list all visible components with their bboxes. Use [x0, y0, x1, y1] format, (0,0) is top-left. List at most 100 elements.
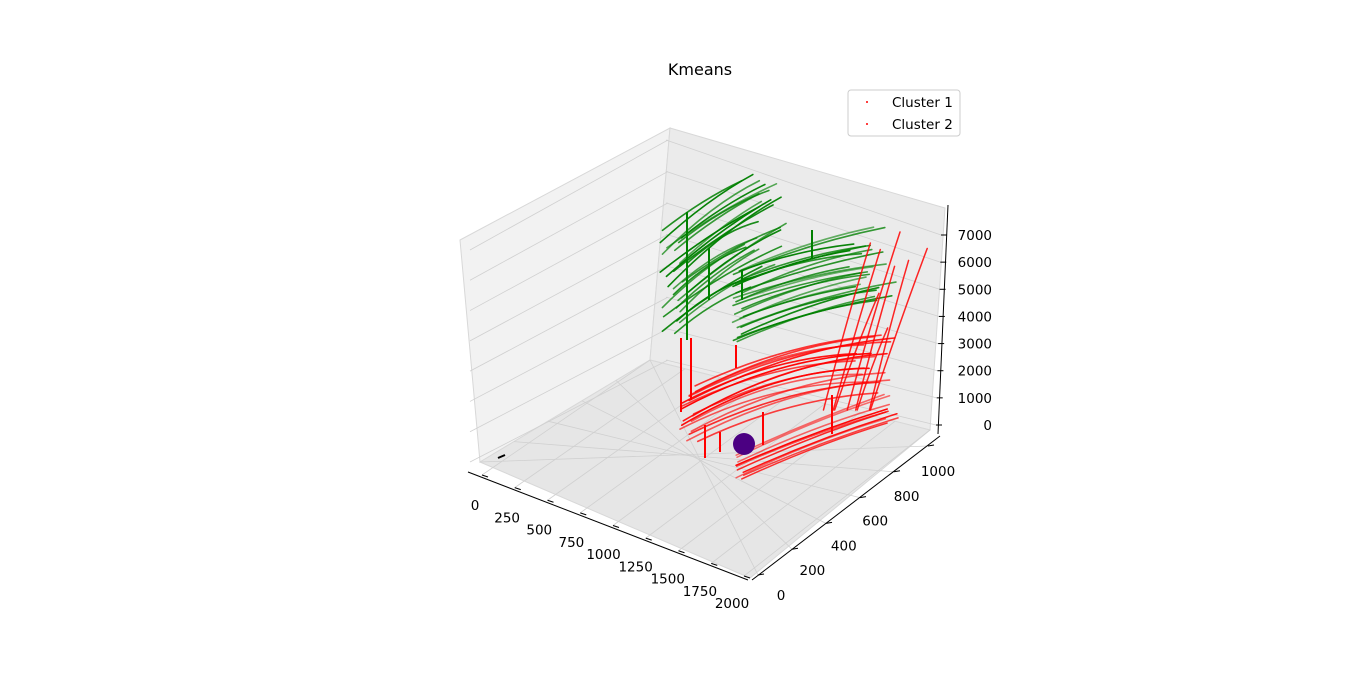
z-grid-line: [469, 328, 669, 433]
x-tick-label: 1750: [683, 584, 717, 600]
cluster-1-track: [694, 335, 875, 393]
z-tick-label: 0: [983, 418, 992, 434]
y-tick-label: 600: [862, 514, 888, 530]
legend-label-cluster-1: Cluster 1: [892, 95, 953, 111]
cluster-2-track: [675, 249, 755, 309]
cluster-1-track: [688, 337, 896, 402]
legend-frame: [847, 89, 961, 137]
z-tick-label: 4000: [958, 309, 992, 325]
z-axis-ticks: 0 1000 2000 3000 4000 5000 6000 7000: [936, 228, 992, 434]
x-grid-line: [645, 403, 826, 539]
x-tick-label: 750: [558, 535, 584, 551]
cluster-2-track: [740, 226, 875, 271]
x-tick-mark: [612, 525, 620, 528]
x-grid-line: [743, 429, 931, 577]
z-grid-line: [665, 359, 937, 426]
cluster-2-track: [742, 285, 857, 318]
x-grid-line: [481, 359, 651, 476]
cluster-1-track: [854, 265, 896, 411]
cluster-2-track: [742, 244, 872, 280]
z-tick-label: 5000: [958, 282, 992, 298]
cluster-1-track: [869, 247, 928, 411]
cluster-2-track: [680, 183, 766, 239]
cluster-1-track: [737, 403, 891, 463]
cluster-1-track: [742, 413, 898, 474]
x-tick-label: 1250: [618, 559, 652, 575]
cluster-1-track: [690, 373, 863, 423]
cluster-2-track: [661, 179, 743, 232]
legend: Cluster 1 Cluster 2: [847, 89, 961, 137]
y-tick-mark: [927, 444, 935, 447]
cluster-1-track: [680, 360, 856, 408]
x-tick-label: 250: [494, 510, 520, 526]
y-tick-label: 800: [894, 489, 920, 505]
x-tick-label: 2000: [715, 596, 749, 612]
z-tick-label: 6000: [958, 255, 992, 271]
y-tick-label: 400: [831, 538, 857, 554]
y-grid-line: [615, 380, 793, 550]
y-tick-mark: [825, 521, 833, 524]
cluster-2-track: [661, 243, 746, 309]
x-tick-mark: [678, 550, 685, 554]
cluster-2-track: [738, 243, 855, 272]
cluster-1-track: [868, 259, 910, 411]
y-grid-line: [581, 400, 827, 524]
cluster-2-track: [686, 220, 759, 265]
z-grid-line: [469, 359, 669, 463]
x-axis-line: [467, 471, 749, 581]
cluster-2-track: [732, 271, 869, 307]
cluster-1-track: [846, 231, 901, 411]
x-grid-line: [580, 385, 756, 514]
x-tick-label: 1500: [651, 572, 685, 588]
cluster-1-track: [680, 352, 872, 410]
cluster-1-track: [681, 352, 858, 404]
cluster-2-track: [741, 248, 873, 294]
centroid-point: [733, 433, 755, 455]
x-tick-label: 0: [471, 498, 480, 514]
z-grid-line: [469, 171, 669, 281]
x-tick-mark: [711, 562, 718, 566]
z-tick-label: 3000: [958, 337, 992, 353]
z-grid-line: [665, 296, 938, 372]
cluster-2-track: [687, 229, 782, 293]
cluster-2-track: [741, 273, 870, 310]
z-tick-label: 2000: [958, 364, 992, 380]
z-grid-line: [665, 139, 942, 236]
cluster-1-track: [679, 381, 870, 430]
cluster-2-track: [678, 263, 776, 324]
legend-label-cluster-2: Cluster 2: [892, 117, 953, 133]
x-tick-mark: [481, 474, 489, 478]
cluster-1-track: [832, 248, 882, 411]
cluster-2-track: [740, 289, 877, 328]
cluster-2-track: [679, 248, 760, 313]
x-tick-mark: [547, 499, 554, 503]
z-grid-line: [469, 202, 669, 311]
cluster-1-track: [688, 381, 880, 436]
y-tick-mark: [757, 573, 765, 576]
z-grid-line: [469, 233, 669, 342]
y-tick-mark: [791, 547, 799, 550]
small-marker: [497, 454, 506, 459]
cluster-1-track: [822, 242, 872, 411]
x-tick-mark: [743, 575, 751, 579]
x-tick-label: 1000: [586, 547, 620, 563]
cluster-2-track: [677, 189, 770, 244]
cluster-1-track: [692, 367, 865, 415]
cluster-1-track: [742, 417, 899, 476]
cluster-2-track: [681, 226, 781, 283]
chart-title: Kmeans: [668, 60, 732, 79]
x-tick-mark: [514, 487, 521, 491]
cluster-2-track: [679, 200, 763, 265]
cluster-2-track: [742, 265, 874, 300]
y-axis-line: [751, 435, 941, 581]
cluster-2-track: [732, 263, 887, 299]
cluster-2-track: [672, 204, 774, 273]
x-tick-mark: [580, 512, 587, 516]
y-grid-line: [547, 420, 861, 498]
x-grid-line: [514, 368, 686, 488]
cluster-1-track: [735, 418, 887, 479]
z-tick-label: 1000: [958, 391, 992, 407]
x-tick-label: 500: [526, 523, 552, 539]
